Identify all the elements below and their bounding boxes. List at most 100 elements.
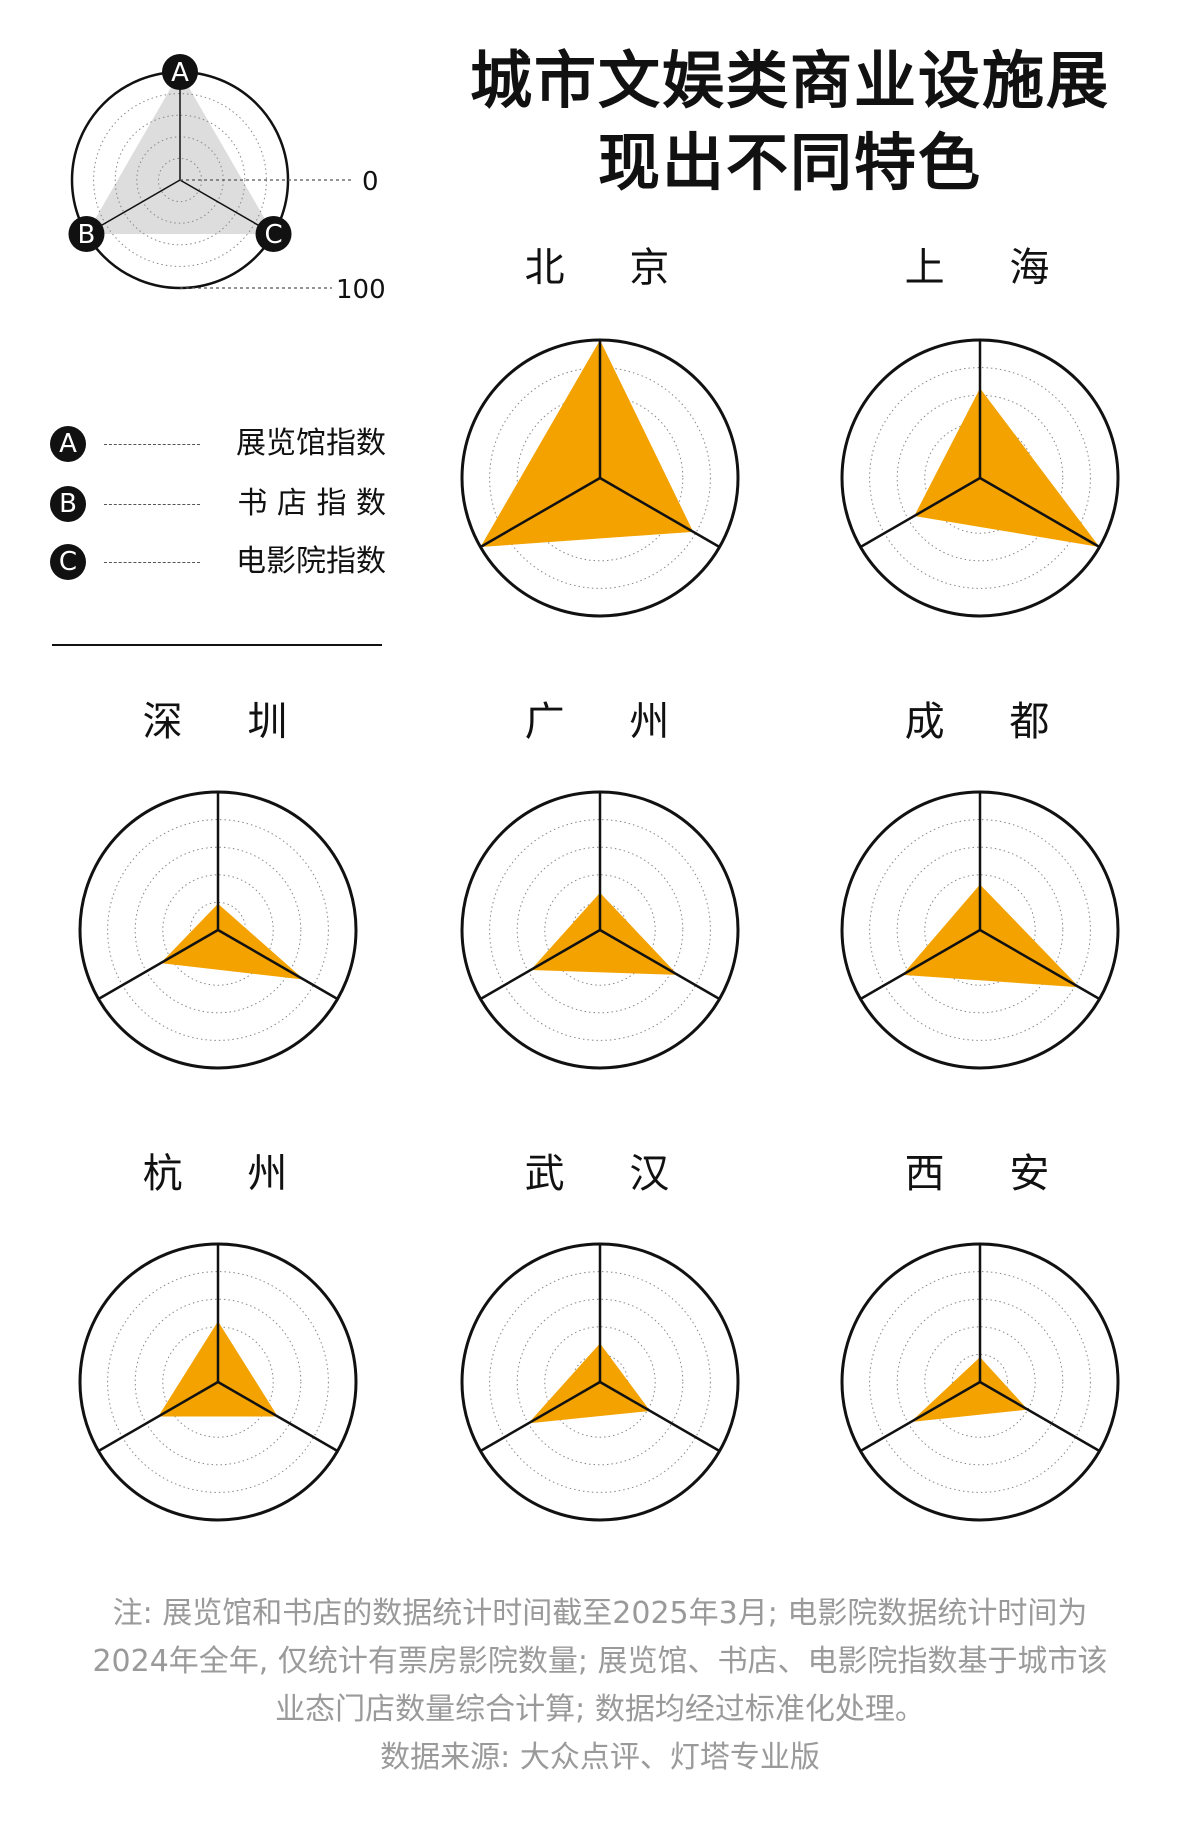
radar-axis-bookstore [97,1380,219,1453]
radar-axis-bookstore [97,928,219,1001]
radar-grid-ring [134,846,302,1014]
city-name-chengdu: 成 都 [904,699,1076,745]
legend-badge-a: A [50,426,86,462]
footnote-line-2: 2024年全年, 仅统计有票房影院数量; 展览馆、书店、电影院指数基于城市该 [92,1644,1108,1679]
radar-grid-ring [869,819,1091,1041]
radar-axis-cinema [599,1380,721,1453]
radar-chart-shenzhen [78,790,358,1070]
radar-axis-bookstore [859,928,981,1001]
radar-grid-ring [516,1298,684,1466]
key-badge-label-c: C [264,220,282,250]
radar-axis-bookstore [859,1380,981,1453]
legend-dash-line [104,504,200,505]
legend-dash-line [104,444,200,445]
legend-item-c: C 电影院指数 [50,540,386,584]
legend-label-c: 电影院指数 [236,544,386,579]
radar-grid-ring [107,1271,329,1493]
radar-grid-ring [544,874,656,986]
legend-badge-b: B [50,486,86,522]
radar-axis-cinema [599,476,721,549]
radar-grid-ring [869,367,1091,589]
radar-chart-shanghai [840,338,1120,618]
footnote-line-1: 注: 展览馆和书店的数据统计时间截至2025年3月; 电影院数据统计时间为 [112,1596,1088,1631]
key-badge-label-b: B [78,220,96,250]
city-name-guangzhou: 广 州 [524,699,696,745]
chart-title: 城市文娱类商业设施展 现出不同特色 [440,40,1140,204]
radar-axis-bookstore [479,1380,601,1453]
radar-grid-ring [189,901,247,959]
radar-chart-guangzhou [460,790,740,1070]
footnote: 注: 展览馆和书店的数据统计时间截至2025年3月; 电影院数据统计时间为 20… [60,1590,1140,1782]
radar-area [160,903,305,980]
city-name-xian: 西 安 [904,1151,1076,1197]
radar-grid-ring [107,819,329,1041]
radar-outer-ring [78,1242,358,1522]
radar-area [480,340,694,547]
radar-grid-ring [896,394,1064,562]
radar-axis-cinema [217,928,339,1001]
key-badge-label-a: A [171,58,189,88]
radar-outer-ring [460,790,740,1070]
city-name-beijing: 北 京 [524,245,696,291]
legend-item-a: A 展览馆指数 [50,422,386,466]
radar-grid-ring [951,1353,1009,1411]
radar-outer-ring [460,1242,740,1522]
legend-badge-c: C [50,544,86,580]
title-line-2: 现出不同特色 [597,126,982,199]
radar-area [528,1343,651,1424]
radar-axis-bookstore [479,928,601,1001]
city-name-hangzhou: 杭 州 [142,1151,314,1197]
legend-item-b: B 书 店 指 数 [50,482,386,526]
city-name-wuhan: 武 汉 [524,1151,696,1197]
radar-grid-ring [924,1326,1036,1438]
radar-chart-xian [840,1242,1120,1522]
radar-chart-wuhan [460,1242,740,1522]
radar-chart-chengdu [840,790,1120,1070]
radar-grid-ring [544,1326,656,1438]
radar-axis-cinema [979,928,1101,1001]
footnote-line-3: 业态门店数量综合计算; 数据均经过标准化处理。 [275,1692,925,1727]
radar-grid-ring [869,1271,1091,1493]
radar-outer-ring [840,1242,1120,1522]
city-name-shenzhen: 深 圳 [142,699,314,745]
radar-outer-ring [840,790,1120,1070]
radar-outer-ring [840,338,1120,618]
radar-grid-ring [489,819,711,1041]
key-axis-bookstore [86,179,181,235]
radar-axis-bookstore [479,476,601,549]
radar-axis-cinema [979,476,1101,549]
radar-grid-ring [162,1326,274,1438]
key-grid-ring [114,114,246,246]
title-line-1: 城市文娱类商业设施展 [469,44,1110,117]
legend-key-radar: 0 100 A B C [68,54,386,305]
radar-grid-ring [162,874,274,986]
radar-grid-ring [896,846,1064,1014]
radar-chart-hangzhou [78,1242,358,1522]
legend-label-a: 展览馆指数 [236,426,386,461]
radar-chart-beijing [460,338,740,618]
radar-grid-ring [134,1298,302,1466]
key-badge-b [68,216,105,252]
radar-grid-ring [516,394,684,562]
data-source: 数据来源: 大众点评、灯塔专业版 [380,1740,820,1775]
legend-divider [52,644,382,646]
radar-axis-cinema [217,1380,339,1453]
scale-max-label: 100 [336,275,386,305]
radar-outer-ring [460,338,740,618]
radar-axis-bookstore [859,476,981,549]
legend-label-b: 书 店 指 数 [237,486,386,521]
city-name-shanghai: 上 海 [904,245,1076,291]
radar-grid-ring [516,846,684,1014]
legend-dash-line [104,562,200,563]
radar-outer-ring [78,790,358,1070]
radar-axis-cinema [599,928,721,1001]
radar-grid-ring [896,1298,1064,1466]
key-badge-a [162,54,198,90]
key-badge-c [255,216,292,252]
scale-min-label: 0 [362,167,379,197]
radar-axis-cinema [979,1380,1101,1453]
radar-grid-ring [489,1271,711,1493]
radar-grid-ring [924,874,1036,986]
radar-grid-ring [489,367,711,589]
radar-area [914,388,1100,547]
